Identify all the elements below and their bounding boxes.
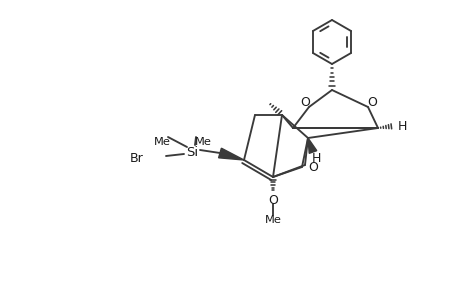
Text: O: O: [308, 160, 317, 173]
Text: O: O: [268, 194, 277, 206]
Text: O: O: [366, 95, 376, 109]
Polygon shape: [308, 138, 316, 153]
Text: Me: Me: [264, 215, 281, 225]
Text: Me: Me: [153, 137, 170, 147]
Text: H: H: [311, 152, 320, 164]
Polygon shape: [218, 148, 243, 160]
Text: O: O: [299, 95, 309, 109]
Text: H: H: [397, 119, 406, 133]
Text: Me: Me: [194, 137, 211, 147]
Text: Si: Si: [185, 146, 198, 158]
Text: Br: Br: [130, 152, 144, 164]
